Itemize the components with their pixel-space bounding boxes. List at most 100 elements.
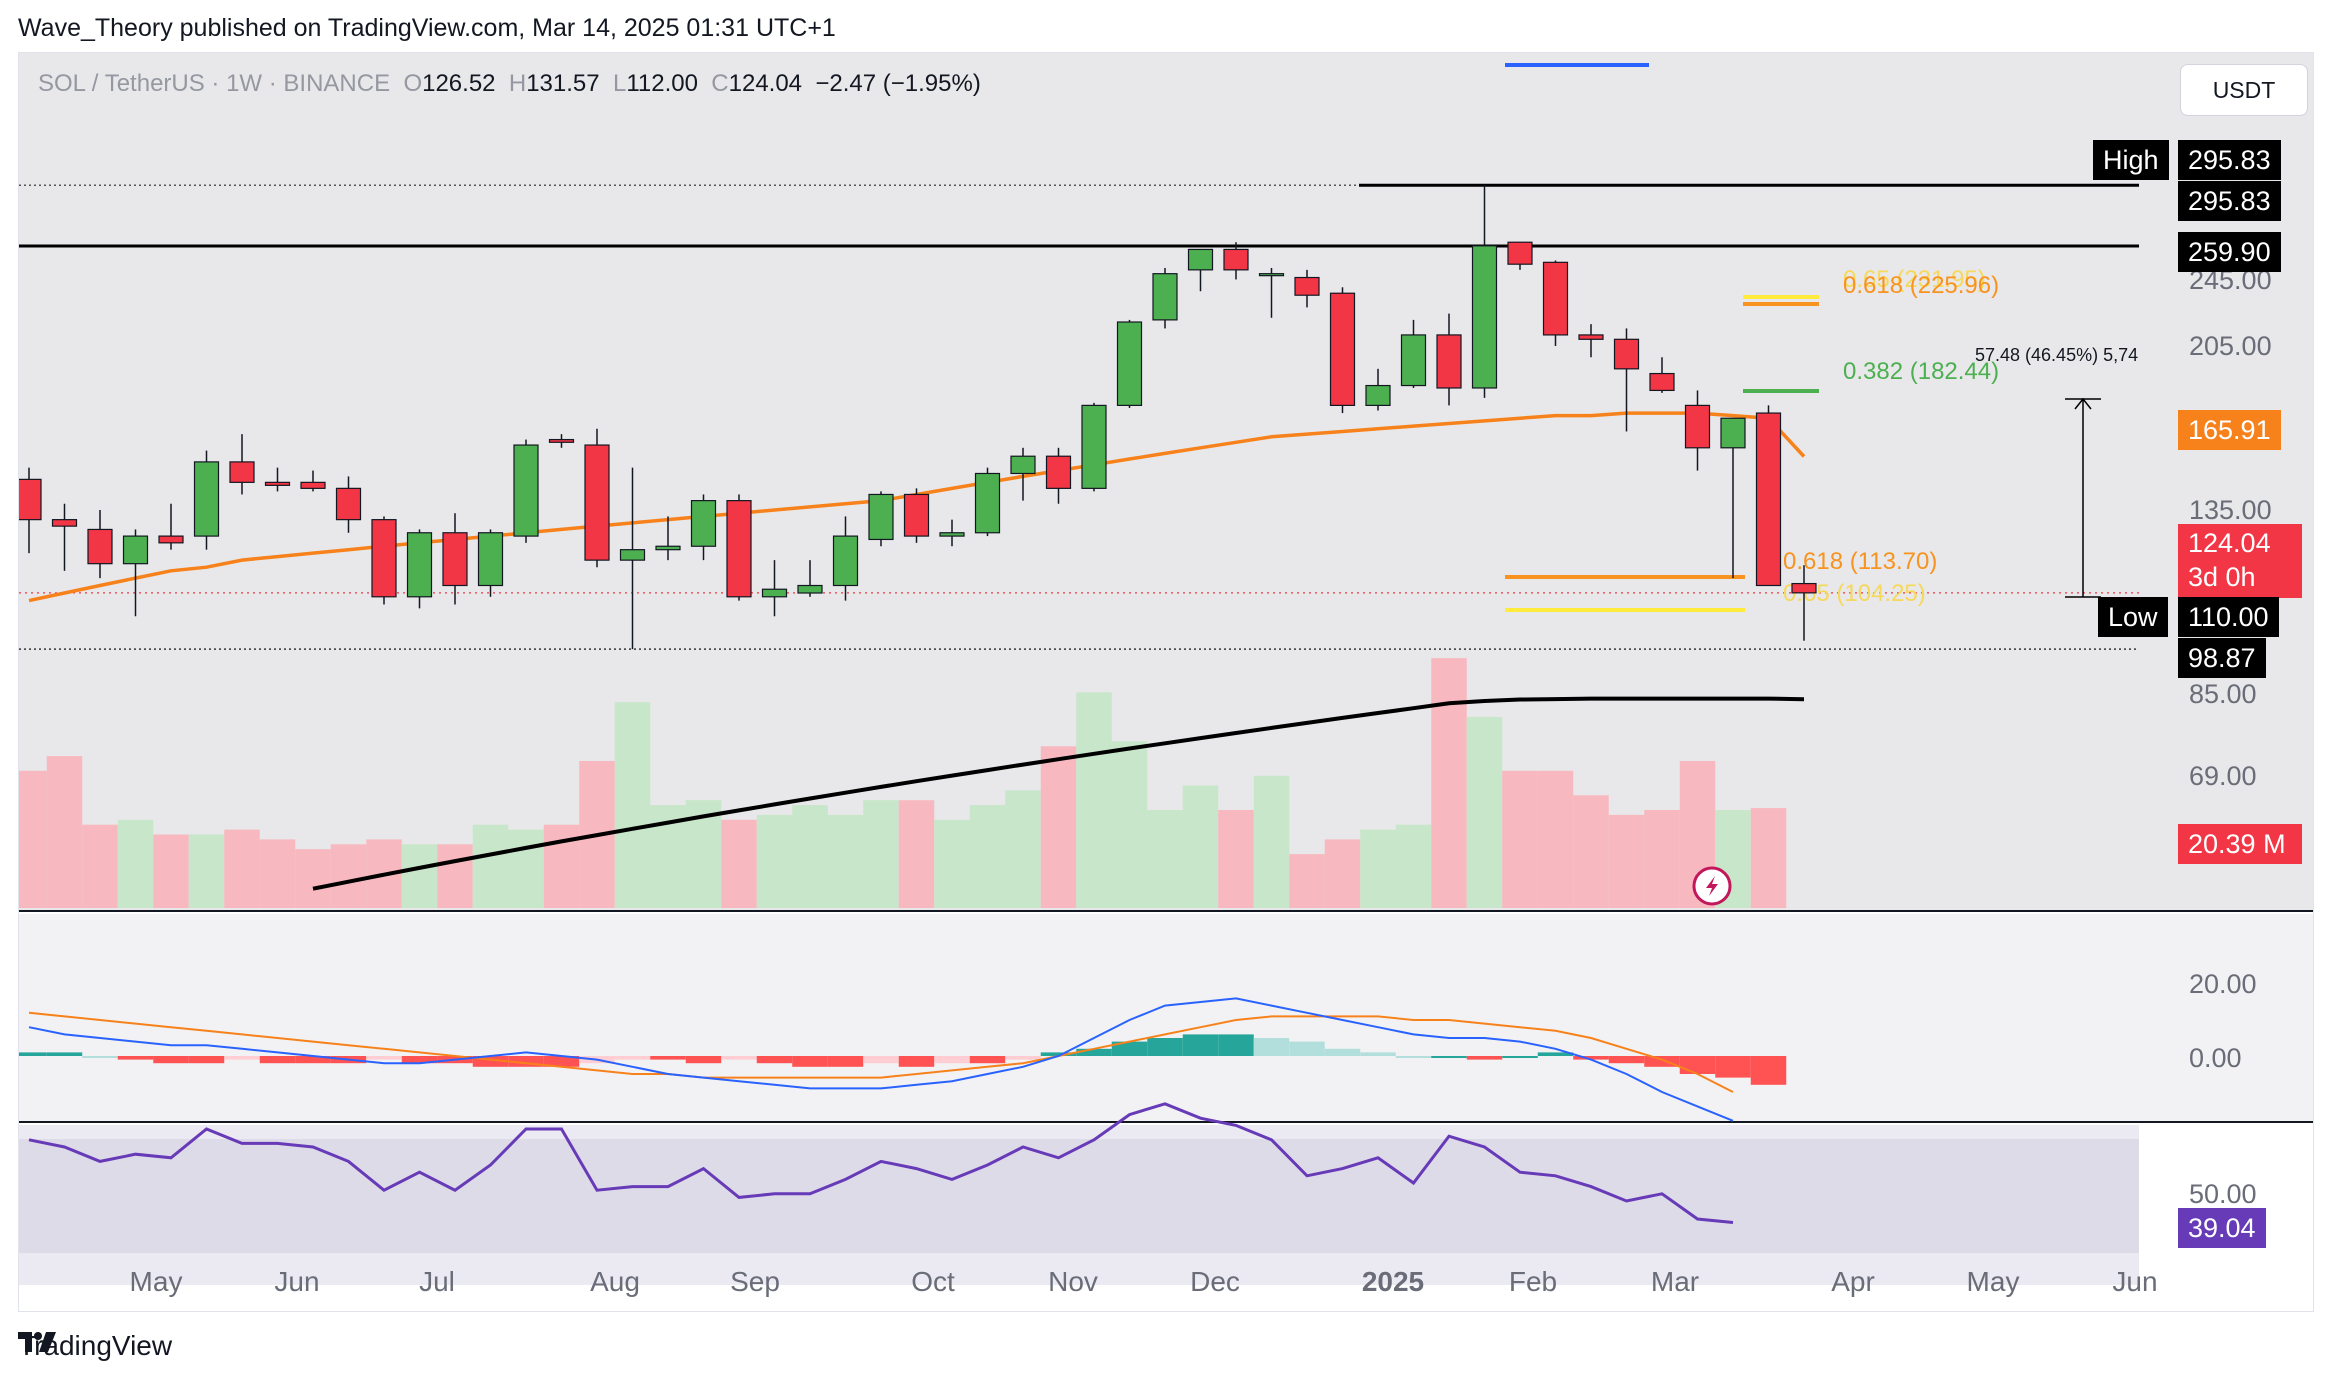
time-axis-label: Jun — [274, 1266, 319, 1297]
legend-change: −2.47 (−1.95%) — [815, 70, 981, 97]
macd-histogram-bar — [508, 1056, 544, 1067]
price-tick-label: 205.00 — [2189, 331, 2272, 361]
macd-histogram-bar — [1218, 1034, 1254, 1056]
macd-histogram-bar — [1076, 1048, 1112, 1056]
candle-body — [51, 519, 78, 527]
legend-low-value: 112.00 — [626, 70, 698, 97]
macd-histogram-bar — [1040, 1052, 1077, 1056]
candle-body — [548, 438, 575, 443]
time-axis-label: Sep — [730, 1266, 780, 1297]
volume-bar — [188, 834, 225, 908]
candle-body — [1294, 276, 1320, 296]
legend-high-value: 131.57 — [526, 70, 600, 97]
volume-bar — [117, 819, 154, 908]
time-axis-label: Nov — [1048, 1266, 1098, 1297]
candle-body — [513, 444, 539, 537]
macd-histogram-bar — [1395, 1056, 1432, 1058]
volume-bar — [969, 805, 1006, 908]
volume-bar — [827, 814, 864, 908]
legend-close-label: C — [711, 70, 729, 97]
volume-bar — [1431, 658, 1467, 908]
candle-body — [193, 461, 220, 537]
volume-bar — [1573, 795, 1609, 908]
volume-bar — [1537, 770, 1574, 908]
macd-signal-line — [28, 1011, 1734, 1093]
candle-body — [87, 528, 113, 565]
legend-open-value: 126.52 — [422, 70, 496, 97]
volume-bar — [401, 844, 438, 908]
volume-bar — [1360, 829, 1396, 908]
volume-bar — [792, 805, 828, 908]
candle-body — [1258, 273, 1285, 277]
fib-0382-label: 0.382 (182.44) — [1843, 358, 1999, 385]
macd-histogram-bar — [898, 1056, 935, 1067]
fib-0618-up-label: 0.618 (225.96) — [1843, 272, 1999, 299]
high-line-badge: 295.83 — [2178, 181, 2281, 221]
candle-body — [1400, 334, 1427, 387]
tradingview-logo[interactable]: TradingView — [18, 1330, 172, 1362]
candle-body — [442, 532, 468, 587]
macd-tick-label: 20.00 — [2189, 969, 2257, 999]
ema-short-badge: 165.91 — [2178, 410, 2281, 450]
legend-symbol[interactable]: SOL / TetherUS · 1W · BINANCE — [38, 70, 391, 97]
ema-long-badge: 98.87 — [2178, 638, 2266, 678]
currency-button[interactable]: USDT — [2180, 64, 2308, 116]
macd-histogram-bar — [295, 1056, 331, 1064]
candle-body — [1436, 334, 1462, 389]
candle-body — [335, 487, 362, 521]
time-axis-label: Aug — [590, 1266, 640, 1297]
macd-histogram-bar — [827, 1056, 864, 1067]
macd-histogram-bar — [543, 1056, 580, 1067]
time-axis-label: Mar — [1651, 1266, 1699, 1297]
volume-bar — [1005, 790, 1041, 908]
chart-canvas[interactable]: 0.65 (231.95)0.618 (225.96) 0.382 (182.44… — [19, 53, 2314, 1312]
candle-body — [1613, 338, 1640, 370]
candle-body — [974, 472, 1001, 534]
volume-bar — [259, 839, 296, 908]
volume-bar — [863, 800, 899, 908]
chart-frame[interactable]: 0.65 (231.95) 0.618 (225.96) 0.382 (182.44… — [18, 52, 2314, 1312]
price-tick-label: 135.00 — [2189, 495, 2272, 525]
macd-histogram-bar — [969, 1056, 1006, 1064]
macd-histogram-bar — [224, 1056, 260, 1060]
volume-badge: 20.39 M — [2178, 824, 2302, 864]
macd-histogram-bar — [82, 1056, 118, 1058]
measure-label: 57.48 (46.45%) 5,74 — [1975, 345, 2138, 365]
candle-body — [1152, 273, 1178, 321]
candle-body — [158, 535, 184, 544]
time-axis-label: Oct — [911, 1266, 955, 1297]
macd-histogram-bar — [685, 1056, 722, 1064]
price-tick-label: 85.00 — [2189, 679, 2257, 709]
macd-histogram-bar — [188, 1056, 225, 1064]
time-axis-label: Jun — [2112, 1266, 2157, 1297]
candle-body — [1223, 248, 1249, 271]
volume-bar — [1502, 770, 1538, 908]
candle-body — [797, 584, 823, 594]
volume-bar — [1040, 746, 1077, 908]
volume-bar — [1111, 741, 1148, 908]
candle-body — [1187, 248, 1214, 271]
macd-histogram-bar — [1679, 1056, 1716, 1074]
candle-body — [690, 500, 717, 547]
macd-histogram-bar — [117, 1056, 154, 1060]
candle-body — [300, 481, 326, 489]
last-price-value: 124.04 — [2188, 528, 2271, 558]
time-axis-label: Dec — [1190, 1266, 1240, 1297]
candle-body — [371, 519, 397, 598]
volume-bar — [1608, 814, 1645, 908]
macd-histogram-bar — [1608, 1056, 1645, 1064]
macd-histogram-bar — [19, 1052, 47, 1056]
macd-histogram-bar — [1537, 1052, 1574, 1056]
candle-body — [1684, 404, 1711, 449]
macd-histogram-bar — [1289, 1041, 1325, 1056]
macd-histogram-bar — [472, 1056, 509, 1067]
fib-0618-down-label: 0.618 (113.70) — [1783, 548, 1937, 575]
candle-body — [726, 500, 752, 598]
volume-bar — [437, 844, 473, 908]
lightning-icon[interactable] — [1692, 866, 1732, 906]
volume-bar — [721, 819, 757, 908]
macd-histogram-bar — [614, 1056, 651, 1060]
macd-tick-label: 0.00 — [2189, 1043, 2242, 1073]
volume-bar — [1289, 854, 1325, 908]
macd-histogram-bar — [1360, 1052, 1396, 1056]
